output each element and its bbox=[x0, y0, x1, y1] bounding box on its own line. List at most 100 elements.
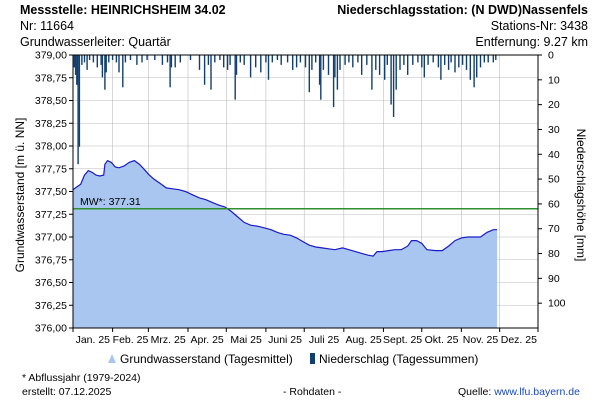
precip-bar bbox=[83, 55, 86, 63]
precip-bar bbox=[219, 55, 221, 60]
groundwater-area bbox=[73, 160, 498, 328]
left-tick-label: 376,25 bbox=[35, 300, 67, 312]
precip-bar bbox=[235, 55, 238, 75]
precip-bar bbox=[118, 55, 120, 73]
right-tick-label: 30 bbox=[548, 124, 560, 136]
precip-bar bbox=[226, 55, 229, 70]
precip-bar bbox=[311, 55, 313, 70]
left-tick-label: 378,75 bbox=[35, 72, 67, 84]
distance-label: Entfernung: 9.27 km bbox=[475, 35, 588, 49]
precip-bar bbox=[96, 55, 98, 68]
mean-line-label: MW*: 377.31 bbox=[80, 196, 141, 208]
precip-bar bbox=[249, 55, 252, 78]
precip-bar bbox=[479, 55, 482, 68]
x-tick-label: Juni 25 bbox=[268, 334, 302, 346]
precip-bar bbox=[255, 55, 257, 68]
left-tick-label: 377,75 bbox=[35, 163, 67, 175]
precip-bar bbox=[265, 55, 267, 63]
precip-bar bbox=[344, 55, 346, 65]
left-tick-label: 377,25 bbox=[35, 209, 67, 221]
precip-bar bbox=[421, 55, 423, 68]
precip-bar bbox=[492, 55, 494, 63]
precip-bar bbox=[146, 55, 148, 60]
precip-bar bbox=[308, 55, 310, 93]
source-link[interactable]: www.lfu.bayern.de bbox=[494, 386, 580, 398]
precip-bar bbox=[423, 55, 425, 78]
left-tick-label: 376,50 bbox=[35, 277, 67, 289]
precip-bar bbox=[210, 55, 212, 90]
precip-bar bbox=[161, 55, 164, 65]
precip-bar bbox=[76, 55, 78, 85]
precip-bar bbox=[395, 55, 397, 90]
x-tick-label: Nov. 25 bbox=[463, 334, 499, 346]
x-tick-label: Feb. 25 bbox=[113, 334, 149, 346]
precip-bar bbox=[243, 55, 245, 65]
precip-legend-label: Niederschlag (Tagessummen) bbox=[319, 352, 479, 366]
precip-bar bbox=[483, 55, 485, 63]
precip-bar bbox=[336, 55, 339, 90]
precip-bar bbox=[73, 55, 75, 68]
precip-bar bbox=[407, 55, 409, 75]
precip-bar bbox=[386, 55, 388, 65]
right-tick-label: 60 bbox=[548, 198, 560, 210]
gw-legend-label: Grundwasserstand (Tagesmittel) bbox=[120, 352, 293, 366]
precip-bar bbox=[170, 55, 173, 68]
right-axis-title: Niederschlagshöhe [mm] bbox=[574, 128, 588, 262]
groundwater-series bbox=[72, 159, 498, 328]
precip-bar bbox=[169, 55, 171, 88]
precip-bar bbox=[473, 55, 475, 88]
x-tick-label: Jan. 25 bbox=[76, 334, 111, 346]
gw-legend-icon bbox=[108, 354, 116, 363]
source-prefix: Quelle: bbox=[458, 386, 495, 398]
precip-bar bbox=[122, 55, 124, 88]
precip-bar bbox=[86, 55, 88, 70]
precip-bar bbox=[444, 55, 446, 65]
precip-bar bbox=[384, 55, 386, 80]
precip-bar bbox=[74, 55, 77, 75]
precip-bar bbox=[392, 55, 395, 117]
precip-bar bbox=[104, 55, 106, 90]
precip-bar bbox=[476, 55, 478, 78]
station-number: Nr: 11664 bbox=[20, 19, 74, 33]
station-title: Messstelle: HEINRICHSHEIM 34.02 bbox=[20, 3, 226, 17]
x-tick-label: Mai 25 bbox=[230, 334, 262, 346]
precip-bar bbox=[495, 55, 497, 60]
precip-bar bbox=[88, 55, 91, 60]
left-tick-label: 378,50 bbox=[35, 95, 67, 107]
precip-bar bbox=[223, 55, 225, 68]
precip-bar bbox=[403, 55, 405, 65]
right-tick-label: 80 bbox=[548, 248, 560, 260]
precip-bar bbox=[469, 55, 471, 80]
precip-bar bbox=[179, 55, 181, 63]
precip-bar bbox=[276, 55, 279, 60]
precip-bar bbox=[487, 55, 489, 63]
precip-bar bbox=[234, 55, 236, 100]
precip-bar bbox=[432, 55, 434, 63]
precip-bar bbox=[203, 55, 206, 85]
x-tick-label: Juli 25 bbox=[309, 334, 340, 346]
precip-bar bbox=[271, 55, 273, 63]
created-date: erstellt: 07.12.2025 bbox=[22, 386, 112, 398]
groundwater-line bbox=[72, 159, 498, 257]
precip-legend-icon bbox=[310, 353, 315, 364]
precip-bar bbox=[286, 55, 289, 63]
precip-bar bbox=[371, 55, 373, 90]
precip-bar bbox=[77, 55, 79, 165]
precip-bar bbox=[437, 55, 440, 68]
right-tick-label: 0 bbox=[548, 50, 554, 62]
precip-bar bbox=[461, 55, 464, 65]
precip-bar bbox=[322, 55, 325, 70]
x-tick-label: Okt. 25 bbox=[425, 334, 459, 346]
x-tick-label: Sept. 25 bbox=[383, 334, 422, 346]
precip-bar bbox=[141, 55, 143, 63]
precip-bar bbox=[348, 55, 350, 63]
x-tick-label: Apr. 25 bbox=[190, 334, 223, 346]
precip-bar bbox=[280, 55, 282, 65]
precip-bar bbox=[78, 55, 81, 147]
precip-bar bbox=[334, 55, 336, 78]
precip-bar bbox=[189, 55, 192, 60]
precip-bar bbox=[108, 55, 110, 63]
precip-bar bbox=[315, 55, 317, 63]
right-tick-label: 10 bbox=[548, 74, 560, 86]
precip-bar bbox=[81, 55, 83, 65]
